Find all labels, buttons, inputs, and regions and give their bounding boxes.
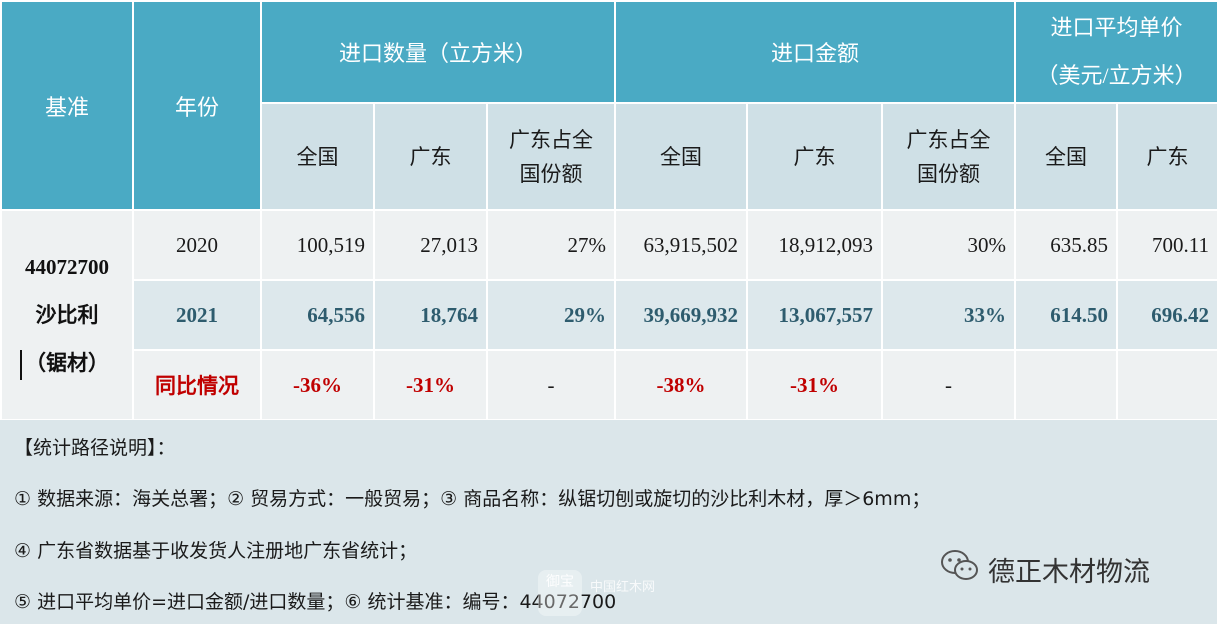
subheader-qty-share: 广东占全 国份额 <box>486 102 616 211</box>
wechat-icon <box>940 549 980 590</box>
basis-code: 44072700 <box>25 255 109 279</box>
amt-share-cell: - <box>880 349 1017 421</box>
share-label-line1: 广东占全 <box>509 127 593 152</box>
header-avg-price-line2: （美元/立方米） <box>1036 63 1197 88</box>
subheader-qty-guangdong: 广东 <box>373 102 488 211</box>
qty-national-cell: -36% <box>260 349 375 421</box>
header-basis: 基准 <box>0 0 134 211</box>
notes-line-1: ① 数据来源：海关总署；② 贸易方式：一般贸易；③ 商品名称：纵锯切刨或旋切的沙… <box>14 488 931 510</box>
amt-share-cell: 33% <box>880 279 1017 351</box>
notes-panel <box>0 420 1217 624</box>
yoy-label-cell: 同比情况 <box>132 349 262 421</box>
amt-share-cell: 30% <box>880 209 1017 281</box>
share-label-line2: 国份额 <box>917 161 980 186</box>
amt-gd-cell: -31% <box>746 349 883 421</box>
price-gd-cell: 700.11 <box>1116 209 1217 281</box>
watermark: 御宝 中国红木网 <box>538 570 688 620</box>
price-national-cell: 614.50 <box>1014 279 1119 351</box>
qty-gd-cell: 18,764 <box>373 279 488 351</box>
notes-title: 【统计路径说明】： <box>14 437 176 459</box>
text-cursor <box>20 350 22 380</box>
share-label-line2: 国份额 <box>519 161 583 186</box>
notes-line-3: ⑤ 进口平均单价=进口金额/进口数量；⑥ 统计基准：编号：44072700 <box>14 591 617 613</box>
price-national-cell <box>1014 349 1119 421</box>
header-import-qty: 进口数量（立方米） <box>260 0 616 104</box>
subheader-price-guangdong: 广东 <box>1116 102 1217 211</box>
basis-type: （锯材） <box>25 351 109 375</box>
price-gd-cell <box>1116 349 1217 421</box>
watermark-seal: 御宝 <box>538 570 582 616</box>
qty-share-cell: 27% <box>486 209 616 281</box>
amt-national-cell: 39,669,932 <box>614 279 748 351</box>
subheader-price-national: 全国 <box>1014 102 1119 211</box>
table-row: 44072700 沙比利 （锯材） 2020 100,519 27,013 27… <box>0 209 1217 421</box>
amt-national-cell: -38% <box>614 349 748 421</box>
price-national-cell: 635.85 <box>1014 209 1119 281</box>
qty-national-cell: 100,519 <box>260 209 375 281</box>
subheader-amt-national: 全国 <box>614 102 748 211</box>
qty-gd-cell: 27,013 <box>373 209 488 281</box>
header-avg-price: 进口平均单价 （美元/立方米） <box>1014 0 1217 104</box>
header-import-amount: 进口金额 <box>613 0 1017 104</box>
table-row: 2021 64,556 18,764 29% 39,669,932 13,067… <box>1 279 1217 351</box>
subheader-amt-guangdong: 广东 <box>746 102 883 211</box>
qty-share-cell: 29% <box>486 279 616 351</box>
qty-national-cell: 64,556 <box>260 279 375 351</box>
year-cell: 2020 <box>132 209 262 281</box>
price-gd-cell: 696.42 <box>1116 279 1217 351</box>
import-stats-table: 基准 年份 进口数量（立方米） 进口金额 进口平均单价 （美元/立方米） 全国 … <box>0 0 1217 421</box>
subheader-qty-national: 全国 <box>260 102 375 211</box>
header-year: 年份 <box>132 0 262 211</box>
header-avg-price-line1: 进口平均单价 <box>1050 15 1183 40</box>
amt-national-cell: 63,915,502 <box>614 209 748 281</box>
basis-cell: 44072700 沙比利 （锯材） <box>0 209 134 421</box>
subheader-amt-share: 广东占全 国份额 <box>880 102 1017 211</box>
table-row: 同比情况 -36% -31% - -38% -31% - <box>1 349 1217 421</box>
qty-share-cell: - <box>486 349 616 421</box>
brand-name: 德正木材物流 <box>988 556 1150 588</box>
watermark-text: 中国红木网 <box>590 580 656 595</box>
brand-label: 德正木材物流 <box>940 549 1150 590</box>
amt-gd-cell: 13,067,557 <box>746 279 883 351</box>
year-cell: 2021 <box>132 279 262 351</box>
share-label-line1: 广东占全 <box>906 127 991 152</box>
amt-gd-cell: 18,912,093 <box>746 209 883 281</box>
qty-gd-cell: -31% <box>373 349 488 421</box>
basis-name: 沙比利 <box>35 303 99 327</box>
notes-line-2: ④ 广东省数据基于收发货人注册地广东省统计； <box>14 540 418 562</box>
